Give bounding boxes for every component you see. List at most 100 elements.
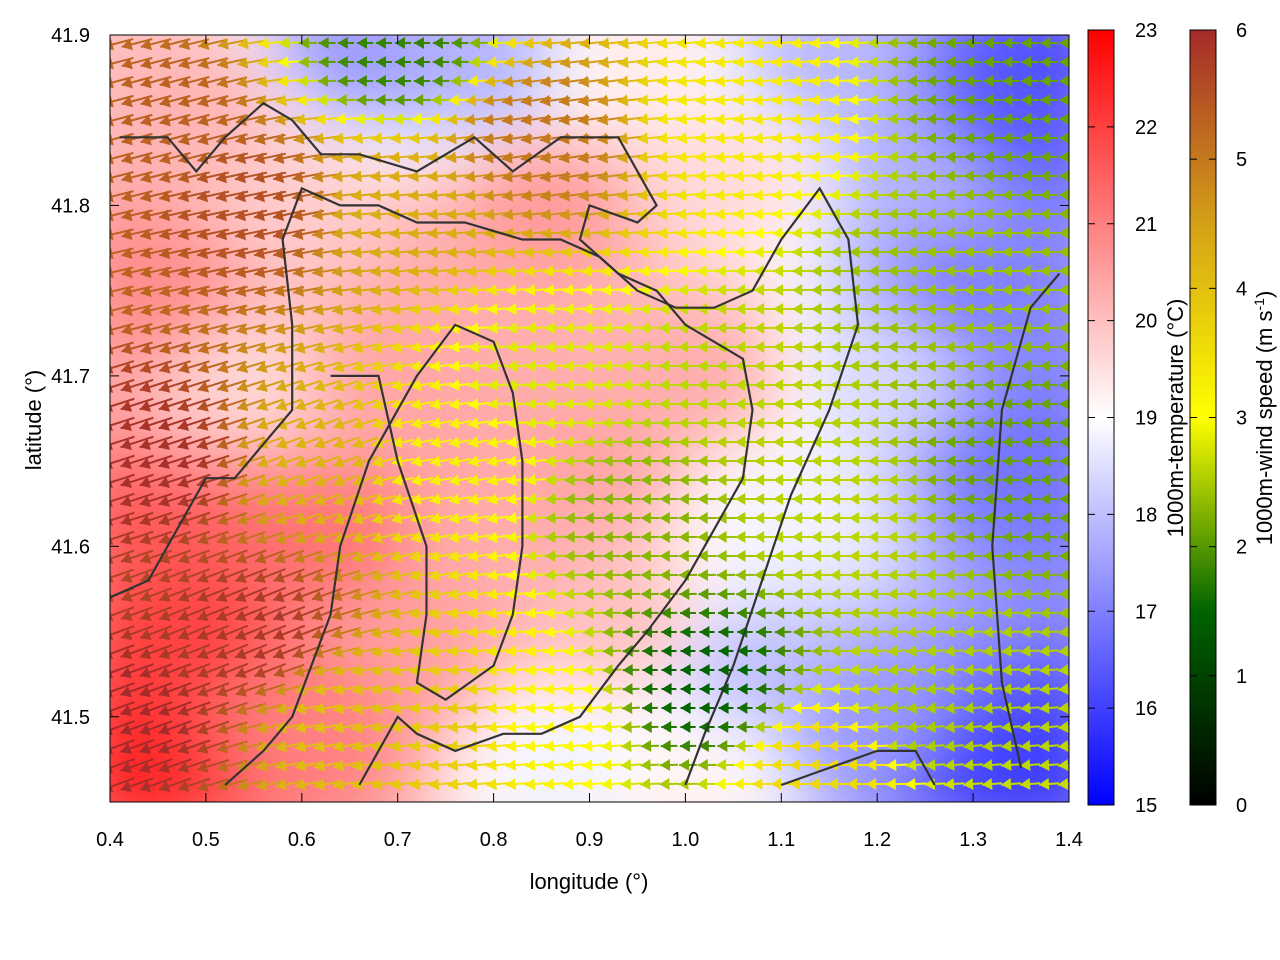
wind-arrow-head bbox=[110, 209, 114, 222]
temperature-cell bbox=[654, 355, 687, 388]
temperature-cell bbox=[110, 483, 111, 516]
wind-arrow-head bbox=[110, 228, 114, 241]
temperature-cell bbox=[366, 163, 399, 196]
temperature-cell bbox=[142, 803, 175, 836]
temperature-cell bbox=[558, 355, 591, 388]
temperature-cell bbox=[654, 259, 687, 292]
temperature-cell bbox=[270, 35, 303, 36]
wind-arrow-shaft bbox=[110, 378, 135, 389]
wind-arrow-head bbox=[110, 534, 114, 545]
wind-arrow bbox=[120, 568, 154, 583]
temperature-cell bbox=[302, 99, 335, 132]
temperature-cell bbox=[110, 611, 111, 644]
wind-arrow-head bbox=[121, 38, 133, 51]
wind-arrow-head bbox=[121, 152, 133, 165]
wind-arrow-head bbox=[120, 723, 133, 736]
wind-arrow bbox=[110, 492, 135, 507]
wind-arrow-head bbox=[110, 190, 114, 203]
temperature-cell bbox=[654, 515, 687, 548]
wind-arrow-head bbox=[110, 382, 114, 393]
wind-arrow-head bbox=[120, 685, 133, 698]
wind-arrow bbox=[110, 530, 135, 545]
wind-arrow-head bbox=[120, 457, 132, 469]
wind-arrow bbox=[121, 113, 153, 127]
wind-arrow bbox=[120, 587, 154, 602]
wind-arrow-shaft bbox=[110, 739, 135, 750]
temperature-cell bbox=[462, 771, 495, 802]
temperature-cell bbox=[526, 35, 559, 36]
wind-arrow-head bbox=[120, 628, 133, 641]
wind-arrow bbox=[110, 113, 134, 127]
temperature-cell bbox=[558, 35, 591, 36]
temperature-cell bbox=[558, 675, 591, 708]
temperature-cell bbox=[462, 707, 495, 740]
temperature-cell bbox=[1038, 99, 1069, 132]
wind-arrow-shaft bbox=[110, 397, 135, 408]
temperature-cell bbox=[110, 387, 111, 420]
wind-arrow-shaft bbox=[110, 644, 135, 655]
wind-arrow-shaft bbox=[110, 701, 135, 712]
wind-arrow bbox=[110, 397, 135, 412]
temperature-cell bbox=[398, 35, 431, 36]
temperature-cell bbox=[110, 291, 111, 324]
wind-arrow bbox=[121, 341, 153, 355]
wind-arrow bbox=[120, 549, 154, 564]
wind-arrow-head bbox=[110, 133, 114, 146]
wind-arrow-shaft bbox=[110, 758, 135, 769]
wind-arrow bbox=[121, 75, 153, 89]
wind-arrow-shaft bbox=[110, 720, 135, 731]
wind-arrow bbox=[110, 720, 135, 736]
temperature-cell bbox=[334, 35, 367, 36]
wind-arrow bbox=[110, 38, 134, 51]
temperature-cell bbox=[430, 803, 463, 836]
wind-arrow-head bbox=[110, 516, 114, 526]
wind-arrow-shaft bbox=[110, 511, 135, 522]
wind-arrow-head bbox=[110, 459, 113, 469]
wind-arrow-head bbox=[120, 476, 132, 488]
temperature-cell bbox=[718, 803, 751, 836]
wind-arrow-head bbox=[110, 497, 113, 507]
wind-arrow-head bbox=[110, 57, 114, 70]
temperature-cell bbox=[558, 579, 591, 612]
temperature-cell bbox=[942, 163, 975, 196]
wind-arrow-head bbox=[121, 171, 133, 184]
wind-arrow-head bbox=[110, 152, 114, 165]
temperature-cell bbox=[846, 611, 879, 644]
wind-arrow-head bbox=[110, 38, 114, 51]
wind-arrow-shaft bbox=[110, 663, 135, 674]
temperature-cell bbox=[110, 67, 111, 100]
temperature-cell bbox=[110, 227, 111, 260]
temperature-cell bbox=[110, 35, 143, 36]
wind-arrow-head bbox=[110, 764, 114, 774]
wind-arrow-head bbox=[121, 57, 133, 70]
wind-arrow-head bbox=[121, 362, 133, 374]
wind-arrow bbox=[121, 56, 153, 70]
temperature-cell bbox=[750, 707, 783, 740]
wind-arrow-head bbox=[110, 95, 114, 108]
wind-arrow-head bbox=[110, 553, 114, 564]
temperature-cell bbox=[942, 99, 975, 132]
temperature-cell bbox=[622, 803, 655, 836]
wind-arrow bbox=[110, 75, 134, 89]
wind-arrow bbox=[120, 530, 154, 545]
wind-arrow-head bbox=[120, 438, 132, 450]
wind-arrow-head bbox=[110, 745, 114, 755]
temperature-cell bbox=[366, 259, 399, 292]
wind-arrow bbox=[120, 473, 154, 488]
temperature-cell bbox=[590, 771, 623, 802]
temperature-cell bbox=[526, 803, 559, 836]
wind-arrow-head bbox=[110, 114, 114, 127]
wind-arrow bbox=[110, 473, 135, 488]
wind-arrow-head bbox=[110, 76, 114, 89]
temperature-cell bbox=[110, 163, 111, 196]
temperature-cell bbox=[590, 515, 623, 548]
temperature-cell bbox=[1038, 35, 1069, 36]
wind-arrow bbox=[121, 38, 153, 51]
wind-arrow-head bbox=[121, 266, 133, 279]
wind-arrow bbox=[110, 511, 135, 526]
wind-arrow bbox=[110, 435, 135, 450]
wind-arrow bbox=[110, 568, 135, 583]
wind-arrow bbox=[110, 56, 134, 70]
temperature-cell bbox=[1006, 35, 1039, 36]
temperature-cell bbox=[494, 35, 527, 36]
